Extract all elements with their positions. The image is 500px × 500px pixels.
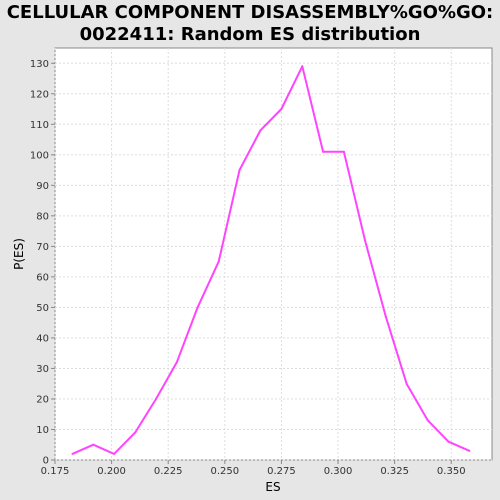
y-tick-label: 10 <box>36 425 49 436</box>
y-tick-label: 60 <box>36 272 49 283</box>
plot-area <box>54 47 493 461</box>
y-axis-label: P(ES) <box>12 238 26 270</box>
data-point <box>259 129 262 132</box>
y-tick-label: 100 <box>30 150 49 161</box>
es-distribution-line <box>71 65 470 455</box>
data-point <box>405 382 408 385</box>
x-tick-label: 0.250 <box>210 466 239 477</box>
y-tick-label: 80 <box>36 211 49 222</box>
y-tick-label: 90 <box>36 181 49 192</box>
y-tick-label: 110 <box>30 120 49 131</box>
data-point <box>447 440 450 443</box>
data-point <box>301 65 304 68</box>
data-point <box>71 452 74 455</box>
data-point <box>363 239 366 242</box>
x-tick-label: 0.200 <box>97 466 126 477</box>
data-point <box>196 306 199 309</box>
y-tick-label: 0 <box>43 456 49 467</box>
data-point <box>322 150 325 153</box>
data-point <box>280 108 283 111</box>
chart-title-line-1: CELLULAR COMPONENT DISASSEMBLY%GO%GO: <box>6 2 494 23</box>
data-point <box>426 419 429 422</box>
y-tick-label: 130 <box>30 59 49 70</box>
x-axis-label: ES <box>265 480 280 494</box>
x-tick-label: 0.275 <box>267 466 296 477</box>
y-tick-label: 50 <box>36 303 49 314</box>
y-tick-label: 120 <box>30 89 49 100</box>
data-point <box>92 443 95 446</box>
data-point <box>342 150 345 153</box>
data-point <box>217 260 220 263</box>
data-point <box>175 361 178 364</box>
data-point <box>154 397 157 400</box>
chart-title-line-2: 0022411: Random ES distribution <box>79 24 421 45</box>
y-tick-label: 20 <box>36 394 49 405</box>
data-point <box>384 315 387 318</box>
x-tick-label: 0.175 <box>41 466 70 477</box>
x-tick-label: 0.225 <box>154 466 183 477</box>
x-tick-label: 0.325 <box>380 466 409 477</box>
x-tick-label: 0.350 <box>437 466 466 477</box>
y-tick-label: 30 <box>36 364 49 375</box>
y-tick-label: 70 <box>36 242 49 253</box>
data-point <box>468 449 471 452</box>
data-point <box>113 452 116 455</box>
x-tick-label: 0.300 <box>324 466 353 477</box>
data-point <box>134 431 137 434</box>
data-point <box>238 169 241 172</box>
y-tick-label: 40 <box>36 333 49 344</box>
